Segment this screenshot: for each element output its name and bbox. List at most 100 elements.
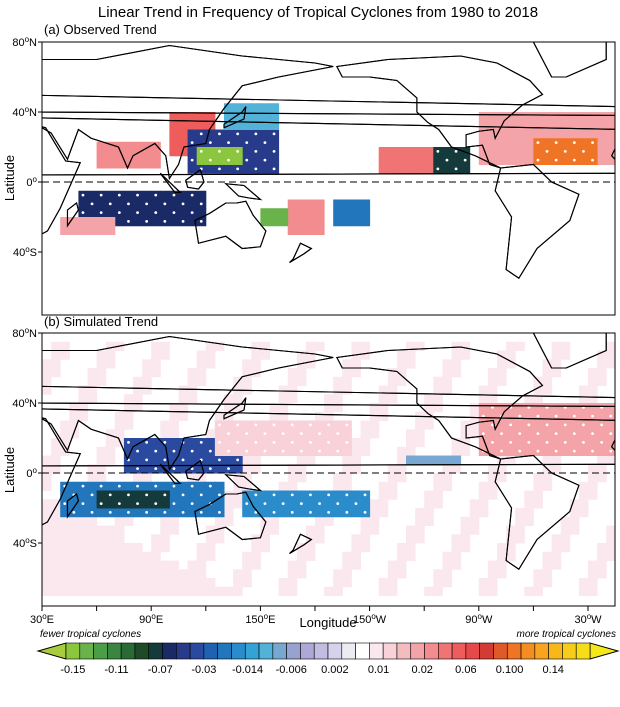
tick-label: 90oW [465, 612, 493, 626]
trend-cell [160, 190, 170, 200]
trend-cell [497, 155, 507, 165]
colorbar-swatch [465, 642, 480, 660]
trend-cell [296, 490, 307, 500]
significance-dot [582, 440, 585, 444]
trend-cell [542, 155, 553, 165]
significance-dot [263, 141, 267, 145]
significance-dot [236, 149, 240, 153]
trend-cell [497, 420, 507, 430]
trend-cell [478, 129, 489, 139]
colorbar-swatch [313, 642, 329, 660]
significance-dot [208, 484, 212, 488]
trend-cell [533, 129, 543, 139]
colorbar-swatch [272, 642, 287, 660]
significance-dot [108, 510, 112, 514]
significance-dot [190, 449, 194, 453]
trend-cell [160, 208, 170, 218]
trend-cell [133, 150, 143, 160]
tick-label: 40oN [12, 105, 37, 119]
coastline [159, 172, 182, 194]
trend-cell [142, 208, 152, 218]
colorbar-swatch [493, 642, 508, 660]
trend-cell [415, 164, 425, 174]
significance-dot [563, 149, 567, 153]
trend-cell [315, 490, 325, 500]
trend-cell [187, 164, 198, 174]
trend-cell [287, 208, 298, 218]
significance-dot [145, 493, 149, 497]
significance-dot [290, 493, 294, 497]
trend-cell [78, 490, 88, 500]
trend-cell [96, 199, 107, 209]
coastline [532, 42, 607, 78]
significance-dot [163, 219, 167, 223]
trend-cell [123, 208, 134, 218]
trend-cell [524, 411, 534, 421]
trend-cell [296, 438, 307, 448]
trend-cell [551, 438, 562, 448]
significance-dot [281, 449, 285, 453]
colorbar-swatch [176, 642, 191, 660]
significance-dot [354, 502, 358, 506]
trend-cell [287, 499, 298, 509]
trend-cell [260, 112, 270, 122]
trend-cell [214, 138, 225, 148]
trend-cell [533, 438, 543, 448]
trend-cell [478, 147, 489, 157]
trend-cell [260, 103, 270, 113]
trend-cell [315, 217, 325, 227]
significance-dot [281, 502, 285, 506]
significance-dot [336, 449, 340, 453]
significance-dot [127, 202, 130, 206]
trend-cell [114, 141, 125, 151]
trend-cell [242, 508, 252, 518]
trend-cell [260, 208, 270, 218]
trend-cell [151, 438, 161, 448]
significance-dot [236, 458, 240, 462]
trend-cell [87, 208, 98, 218]
trend-cell [123, 464, 134, 474]
coastline [42, 117, 615, 235]
significance-dot [227, 467, 230, 471]
trend-cell [178, 464, 189, 474]
significance-dot [154, 449, 158, 453]
colorbar-swatch [355, 642, 370, 660]
trend-cell [524, 112, 534, 122]
trend-cell [515, 129, 525, 139]
trend-cell [415, 147, 425, 157]
trend-cell [578, 446, 589, 456]
significance-dot [117, 211, 121, 215]
trend-cell [142, 150, 152, 160]
trend-cell [114, 508, 125, 518]
significance-dot [263, 502, 267, 506]
trend-cell [615, 147, 620, 156]
trend-cell [615, 429, 620, 438]
trend-cell [233, 138, 243, 148]
trend-cell [478, 120, 489, 130]
significance-dot [236, 167, 240, 171]
trend-cell [260, 217, 270, 227]
trend-cell [60, 508, 70, 518]
trend-cell [606, 112, 615, 122]
significance-dot [218, 493, 221, 497]
trend-cell [615, 121, 620, 130]
panel-label: (b) Simulated Trend [44, 314, 158, 329]
trend-cell [415, 455, 425, 465]
trend-cell [296, 508, 307, 518]
trend-cell [187, 147, 198, 157]
colorbar-swatch [189, 642, 205, 660]
trend-cell [569, 129, 580, 139]
colorbar-swatch [107, 642, 122, 660]
trend-cell [506, 120, 516, 130]
significance-dot [527, 405, 531, 409]
colorbar-low-extend [36, 642, 67, 660]
trend-cell [242, 112, 252, 122]
trend-cell [133, 508, 143, 518]
trend-cell [242, 129, 252, 139]
coastline [194, 491, 267, 541]
trend-cell [597, 120, 607, 130]
trend-cell [387, 147, 398, 157]
coastline [494, 163, 580, 280]
trend-cell [169, 112, 179, 122]
tick-label: 0o [26, 175, 37, 189]
